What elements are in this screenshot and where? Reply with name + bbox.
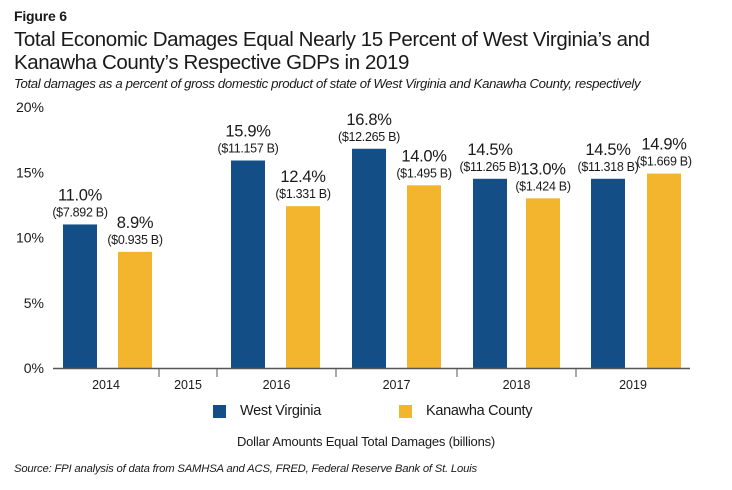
bar-dollar-label: ($0.935 B) xyxy=(107,233,163,247)
y-tick-label: 10% xyxy=(16,230,44,246)
bar-chart: 0% 5% 10% 15% 20% 11.0%($7.892 B) 15.9%($11.1… xyxy=(16,99,692,392)
source-note: Source: FPI analysis of data from SAMHSA… xyxy=(14,463,477,475)
bar-west-virginia-2016 xyxy=(231,160,265,368)
x-axis: 2014 2015 2016 2017 2018 2019 xyxy=(53,367,690,392)
x-tick-label: 2016 xyxy=(263,378,291,392)
bar-dollar-label: ($7.892 B) xyxy=(52,205,108,219)
y-tick-label: 5% xyxy=(24,295,44,311)
bar-kanawha-county-2018 xyxy=(526,198,560,368)
bar-dollar-label: ($11.265 B) xyxy=(459,160,520,174)
bar-kanawha-county-2017 xyxy=(407,185,441,368)
y-tick-label: 15% xyxy=(16,164,44,180)
bar-labels: 11.0%($7.892 B) 15.9%($11.157 B) 16.8%($12… xyxy=(52,111,692,247)
bar-kanawha-county-2019 xyxy=(647,173,681,368)
bar-kanawha-county-2016 xyxy=(286,206,320,368)
legend-label-kanawha-county: Kanawha County xyxy=(426,403,533,419)
bar-value-label: 15.9% xyxy=(225,123,271,141)
bar-west-virginia-2019 xyxy=(591,178,625,368)
bar-value-label: 13.0% xyxy=(520,160,566,178)
legend-item-kanawha-county: Kanawha County xyxy=(399,403,533,419)
legend-item-west-virginia: West Virginia xyxy=(213,403,321,419)
bar-kanawha-county-2014 xyxy=(118,251,152,368)
bar-value-label: 14.9% xyxy=(641,136,687,154)
bar-west-virginia-2018 xyxy=(473,178,507,368)
bar-dollar-label: ($1.669 B) xyxy=(636,155,692,169)
bar-dollar-label: ($11.318 B) xyxy=(577,160,638,174)
y-tick-label: 20% xyxy=(16,99,44,115)
bar-dollar-label: ($1.495 B) xyxy=(396,166,452,180)
chart-subtitle: Total damages as a percent of gross dome… xyxy=(14,76,641,91)
y-tick-label: 0% xyxy=(24,360,44,376)
x-tick-label: 2015 xyxy=(174,378,202,392)
x-tick-label: 2014 xyxy=(92,378,120,392)
bar-value-label: 14.5% xyxy=(585,141,631,159)
bar-value-label: 14.5% xyxy=(467,141,513,159)
bar-value-label: 8.9% xyxy=(117,214,154,232)
bar-value-label: 14.0% xyxy=(401,147,447,165)
legend-label-west-virginia: West Virginia xyxy=(240,403,321,419)
legend-swatch-kanawha-county xyxy=(399,404,412,418)
dollar-amounts-note: Dollar Amounts Equal Total Damages (bill… xyxy=(236,434,496,449)
bar-dollar-label: ($12.265 B) xyxy=(338,130,400,144)
bar-dollar-label: ($1.331 B) xyxy=(275,187,331,201)
x-tick-label: 2019 xyxy=(619,378,647,392)
bar-west-virginia-2017 xyxy=(352,148,386,368)
bar-west-virginia-2014 xyxy=(63,224,97,368)
bars xyxy=(63,148,681,368)
bar-value-label: 11.0% xyxy=(58,186,103,204)
x-tick-label: 2017 xyxy=(383,378,411,392)
bar-dollar-label: ($1.424 B) xyxy=(515,179,571,193)
x-tick-label: 2018 xyxy=(503,378,531,392)
y-axis: 0% 5% 10% 15% 20% xyxy=(16,99,44,376)
chart-title: Total Economic Damages Equal Nearly 15 P… xyxy=(14,28,650,74)
figure-label: Figure 6 xyxy=(14,8,67,24)
legend-swatch-west-virginia xyxy=(213,404,226,418)
bar-value-label: 16.8% xyxy=(346,111,392,129)
bar-value-label: 12.4% xyxy=(280,168,326,186)
bar-dollar-label: ($11.157 B) xyxy=(217,142,278,156)
